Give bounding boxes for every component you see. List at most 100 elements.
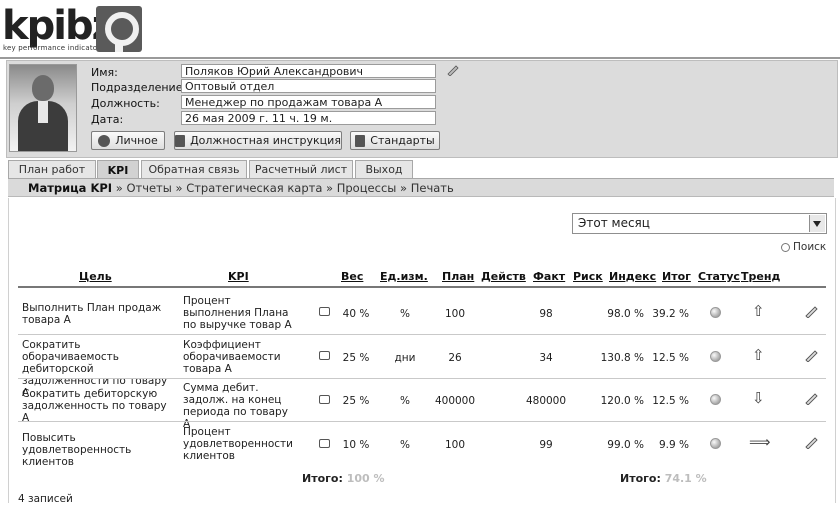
row2-fact: 34: [539, 352, 553, 364]
up-arrow-icon: ⇧: [752, 302, 765, 320]
tab-feedback[interactable]: Обратная связь: [141, 160, 247, 178]
comment-icon[interactable]: [319, 439, 330, 448]
row3-goal: Сократить дебиторскую задолженность по т…: [22, 388, 167, 424]
instruction-button-label: Должностная инструкция: [190, 134, 341, 147]
standards-button[interactable]: Стандарты: [350, 131, 440, 150]
search-icon: [781, 242, 790, 252]
row1-weight: 40 %: [342, 308, 370, 320]
row-divider: [18, 334, 826, 335]
weight-total: Итого: 100 %: [302, 472, 385, 485]
comment-icon[interactable]: [319, 351, 330, 360]
comment-icon[interactable]: [319, 307, 330, 316]
breadcrumb-strategy-map[interactable]: Стратегическая карта: [186, 181, 323, 195]
row1-fact: 98: [539, 308, 553, 320]
status-indicator: [710, 351, 721, 362]
row2-unit: дни: [394, 352, 416, 364]
content-area: [8, 198, 836, 503]
row3-kpi[interactable]: Сумма дебит. задолж. на конец периода по…: [183, 382, 288, 430]
col-status[interactable]: Статус: [698, 270, 740, 283]
row3-fact: 480000: [525, 395, 567, 407]
tabs-divider: [8, 178, 834, 179]
search-label: Поиск: [793, 241, 827, 253]
row3-total: 12.5 %: [652, 395, 689, 407]
tab-plan[interactable]: План работ: [8, 160, 96, 178]
date-label: Дата:: [91, 113, 124, 126]
row3-weight: 25 %: [342, 395, 370, 407]
col-total[interactable]: Итог: [662, 270, 691, 283]
row1-unit: %: [400, 308, 410, 320]
name-label: Имя:: [91, 66, 118, 79]
row4-total: 9.9 %: [658, 439, 689, 451]
tab-exit[interactable]: Выход: [355, 160, 413, 178]
col-plan[interactable]: План: [442, 270, 475, 283]
edit-icon[interactable]: [804, 391, 818, 405]
dept-field[interactable]: Оптовый отдел: [181, 79, 436, 93]
edit-icon[interactable]: [804, 304, 818, 318]
row2-total: 12.5 %: [652, 352, 689, 364]
status-indicator: [710, 307, 721, 318]
row1-goal: Выполнить План продаж товара А: [22, 302, 162, 326]
col-actual[interactable]: Действ: [481, 270, 526, 283]
standards-button-label: Стандарты: [370, 134, 435, 147]
row2-kpi[interactable]: Коэффициент оборачиваемости товара А: [183, 339, 281, 375]
col-risk[interactable]: Риск: [573, 270, 603, 283]
row-divider: [18, 378, 826, 379]
edit-icon[interactable]: [804, 435, 818, 449]
status-indicator: [710, 438, 721, 449]
personal-button[interactable]: Личное: [91, 131, 165, 150]
breadcrumb-print[interactable]: Печать: [410, 181, 454, 195]
row4-fact: 99: [539, 439, 553, 451]
chevron-down-icon[interactable]: [809, 215, 825, 232]
logo-tagline: key performance indicator: [3, 44, 101, 52]
row1-kpi[interactable]: Процент выполнения Плана по выручке това…: [183, 295, 292, 331]
breadcrumb: Матрица KPI » Отчеты » Стратегическая ка…: [8, 179, 834, 197]
dept-label: Подразделение:: [91, 81, 187, 94]
position-label: Должность:: [91, 97, 160, 110]
col-unit[interactable]: Ед.изм.: [380, 270, 428, 283]
search-link[interactable]: Поиск: [781, 241, 826, 253]
table-header-divider: [18, 286, 826, 288]
breadcrumb-reports[interactable]: Отчеты: [126, 181, 172, 195]
comment-icon[interactable]: [319, 395, 330, 404]
row2-weight: 25 %: [342, 352, 370, 364]
col-kpi[interactable]: KPI: [228, 270, 249, 283]
row4-unit: %: [400, 439, 410, 451]
date-field[interactable]: 26 мая 2009 г. 11 ч. 19 м.: [181, 111, 436, 125]
logo: kpibz key performance indicator: [2, 4, 144, 56]
breadcrumb-current: Матрица KPI: [28, 181, 113, 195]
document-icon: [355, 134, 366, 147]
header-divider: [0, 57, 840, 59]
row4-plan: 100: [444, 439, 466, 451]
period-select-value: Этот месяц: [578, 216, 650, 230]
score-total-value: 74.1 %: [664, 472, 707, 485]
row3-unit: %: [400, 395, 410, 407]
col-goal[interactable]: Цель: [79, 270, 112, 283]
user-photo: [9, 64, 77, 152]
up-arrow-icon: ⇧: [752, 346, 765, 364]
instruction-button[interactable]: Должностная инструкция: [174, 131, 342, 150]
col-fact[interactable]: Факт: [533, 270, 566, 283]
col-trend[interactable]: Тренд: [741, 270, 781, 283]
logo-mark-icon: [96, 6, 142, 52]
weight-total-value: 100 %: [346, 472, 385, 485]
col-weight[interactable]: Вес: [341, 270, 364, 283]
period-select[interactable]: Этот месяц: [572, 213, 827, 234]
row4-weight: 10 %: [342, 439, 370, 451]
tab-payslip[interactable]: Расчетный лист: [249, 160, 353, 178]
tab-kpi[interactable]: KPI: [97, 160, 139, 179]
score-total: Итого: 74.1 %: [620, 472, 707, 485]
document-icon: [175, 134, 186, 147]
row4-goal: Повысить удовлетворенность клиентов: [22, 432, 132, 468]
name-field[interactable]: Поляков Юрий Александрович: [181, 64, 436, 78]
row3-plan: 400000: [434, 395, 476, 407]
edit-icon[interactable]: [804, 348, 818, 362]
row4-kpi[interactable]: Процент удовлетворенности клиентов: [183, 426, 293, 462]
record-count: 4 записей: [18, 493, 73, 505]
col-index[interactable]: Индекс: [609, 270, 657, 283]
row3-index: 120.0 %: [600, 395, 644, 407]
edit-name-icon[interactable]: [446, 64, 460, 76]
position-field[interactable]: Менеджер по продажам товара А: [181, 95, 436, 109]
row2-plan: 26: [448, 352, 462, 364]
breadcrumb-processes[interactable]: Процессы: [336, 181, 397, 195]
down-arrow-icon: ⇩: [752, 389, 765, 407]
